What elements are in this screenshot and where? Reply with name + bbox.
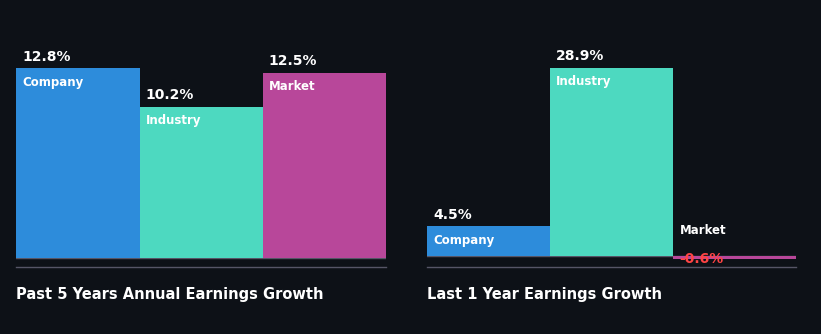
Text: 28.9%: 28.9% xyxy=(557,49,604,63)
Text: 4.5%: 4.5% xyxy=(433,208,472,222)
Bar xyxy=(140,107,263,258)
Bar xyxy=(16,68,140,258)
Text: 12.5%: 12.5% xyxy=(269,54,318,68)
Text: Market: Market xyxy=(269,80,315,94)
Bar xyxy=(427,226,550,256)
Text: Market: Market xyxy=(680,224,726,237)
Text: Industry: Industry xyxy=(146,115,201,127)
Text: Last 1 Year Earnings Growth: Last 1 Year Earnings Growth xyxy=(427,287,662,302)
Bar xyxy=(263,73,386,258)
Text: Company: Company xyxy=(23,76,84,89)
Text: Company: Company xyxy=(433,234,494,247)
Bar xyxy=(550,68,673,256)
Text: Industry: Industry xyxy=(557,75,612,89)
Text: 10.2%: 10.2% xyxy=(146,88,194,102)
Text: -0.6%: -0.6% xyxy=(680,252,723,266)
Text: 12.8%: 12.8% xyxy=(23,50,71,64)
Text: Past 5 Years Annual Earnings Growth: Past 5 Years Annual Earnings Growth xyxy=(16,287,324,302)
Bar xyxy=(673,256,796,260)
